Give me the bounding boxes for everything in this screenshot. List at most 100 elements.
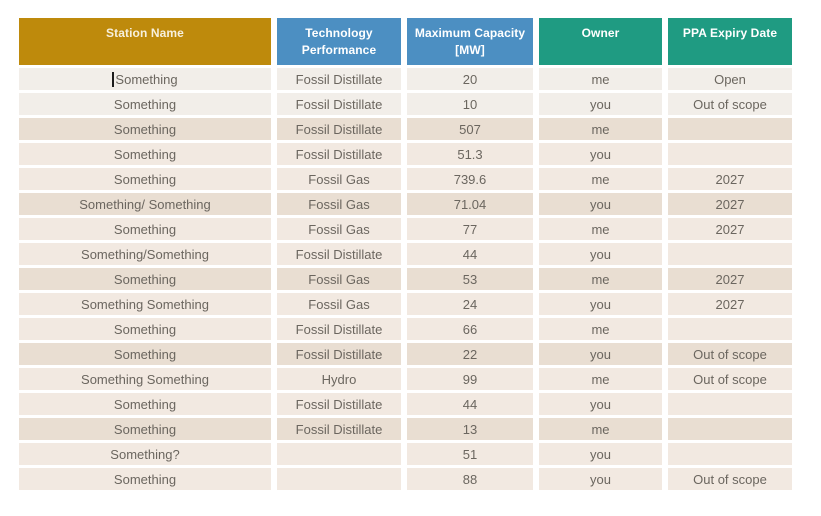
cell-owner[interactable]: you — [539, 293, 662, 315]
cell-text: 99 — [462, 371, 478, 387]
cell-capacity[interactable]: 44 — [407, 243, 533, 265]
cell-capacity[interactable]: 51.3 — [407, 143, 533, 165]
cell-text: Something — [113, 171, 177, 187]
cell-technology[interactable] — [277, 443, 401, 465]
cell-ppa-expiry[interactable] — [668, 318, 792, 340]
cell-station-name[interactable]: Something — [19, 318, 271, 340]
cell-ppa-expiry[interactable]: Out of scope — [668, 343, 792, 365]
cell-station-name[interactable]: Something — [19, 68, 271, 90]
cell-capacity[interactable]: 53 — [407, 268, 533, 290]
cell-station-name[interactable]: Something — [19, 93, 271, 115]
cell-station-name[interactable]: Something — [19, 268, 271, 290]
cell-technology[interactable]: Fossil Distillate — [277, 318, 401, 340]
cell-ppa-expiry[interactable] — [668, 143, 792, 165]
table-row: Something Fossil Distillate 51.3 you — [19, 143, 792, 165]
cell-technology[interactable]: Fossil Distillate — [277, 243, 401, 265]
cell-station-name[interactable]: Something Something — [19, 368, 271, 390]
cell-owner[interactable]: me — [539, 218, 662, 240]
cell-ppa-expiry[interactable] — [668, 443, 792, 465]
cell-ppa-expiry[interactable]: 2027 — [668, 193, 792, 215]
cell-ppa-expiry[interactable]: 2027 — [668, 268, 792, 290]
cell-technology[interactable]: Fossil Distillate — [277, 68, 401, 90]
cell-capacity[interactable]: 66 — [407, 318, 533, 340]
cell-ppa-expiry[interactable]: Out of scope — [668, 468, 792, 490]
column-header-ppa-expiry-date: PPA Expiry Date — [668, 18, 792, 65]
cell-text: 507 — [459, 121, 481, 137]
cell-text: Out of scope — [693, 371, 767, 387]
cell-capacity[interactable]: 10 — [407, 93, 533, 115]
cell-station-name[interactable]: Something — [19, 468, 271, 490]
cell-technology[interactable]: Fossil Distillate — [277, 93, 401, 115]
cell-ppa-expiry[interactable]: 2027 — [668, 218, 792, 240]
cell-ppa-expiry[interactable] — [668, 393, 792, 415]
cell-station-name[interactable]: Something/ Something — [19, 193, 271, 215]
cell-owner[interactable]: you — [539, 443, 662, 465]
cell-ppa-expiry[interactable]: 2027 — [668, 293, 792, 315]
cell-capacity[interactable]: 22 — [407, 343, 533, 365]
cell-ppa-expiry[interactable]: Out of scope — [668, 368, 792, 390]
cell-capacity[interactable]: 507 — [407, 118, 533, 140]
cell-owner[interactable]: you — [539, 343, 662, 365]
cell-owner[interactable]: me — [539, 68, 662, 90]
cell-text: 2027 — [715, 271, 745, 287]
cell-technology[interactable]: Fossil Gas — [277, 218, 401, 240]
cell-capacity[interactable]: 13 — [407, 418, 533, 440]
cell-owner[interactable]: you — [539, 93, 662, 115]
cell-technology[interactable]: Fossil Gas — [277, 193, 401, 215]
cell-station-name[interactable]: Something — [19, 118, 271, 140]
cell-station-name[interactable]: Something — [19, 393, 271, 415]
cell-owner[interactable]: me — [539, 268, 662, 290]
cell-station-name[interactable]: Something — [19, 343, 271, 365]
cell-capacity[interactable]: 44 — [407, 393, 533, 415]
cell-owner[interactable]: me — [539, 368, 662, 390]
cell-text: 24 — [462, 296, 478, 312]
cell-technology[interactable]: Fossil Gas — [277, 168, 401, 190]
cell-owner[interactable]: me — [539, 418, 662, 440]
cell-text: Fossil Distillate — [295, 396, 383, 412]
cell-station-name[interactable]: Something Something — [19, 293, 271, 315]
cell-ppa-expiry[interactable]: 2027 — [668, 168, 792, 190]
cell-technology[interactable]: Fossil Distillate — [277, 393, 401, 415]
cell-ppa-expiry[interactable] — [668, 418, 792, 440]
cell-owner[interactable]: me — [539, 318, 662, 340]
cell-text: Out of scope — [693, 346, 767, 362]
cell-technology[interactable]: Fossil Distillate — [277, 343, 401, 365]
cell-capacity[interactable]: 24 — [407, 293, 533, 315]
cell-owner[interactable]: you — [539, 193, 662, 215]
cell-station-name[interactable]: Something — [19, 218, 271, 240]
cell-technology[interactable]: Hydro — [277, 368, 401, 390]
cell-capacity[interactable]: 20 — [407, 68, 533, 90]
cell-text: you — [590, 146, 611, 162]
cell-owner[interactable]: you — [539, 468, 662, 490]
cell-technology[interactable]: Fossil Gas — [277, 268, 401, 290]
cell-ppa-expiry[interactable]: Open — [668, 68, 792, 90]
cell-owner[interactable]: me — [539, 168, 662, 190]
cell-text: 2027 — [715, 221, 745, 237]
cell-station-name[interactable]: Something — [19, 168, 271, 190]
cell-station-name[interactable]: Something — [19, 418, 271, 440]
cell-text: Something — [113, 121, 177, 137]
cell-ppa-expiry[interactable] — [668, 243, 792, 265]
cell-owner[interactable]: me — [539, 118, 662, 140]
cell-technology[interactable]: Fossil Distillate — [277, 118, 401, 140]
cell-technology[interactable]: Fossil Distillate — [277, 143, 401, 165]
cell-technology[interactable]: Fossil Gas — [277, 293, 401, 315]
cell-capacity[interactable]: 71.04 — [407, 193, 533, 215]
cell-owner[interactable]: you — [539, 243, 662, 265]
cell-capacity[interactable]: 739.6 — [407, 168, 533, 190]
cell-capacity[interactable]: 88 — [407, 468, 533, 490]
cell-text: 51 — [462, 446, 478, 462]
cell-technology[interactable] — [277, 468, 401, 490]
cell-owner[interactable]: you — [539, 393, 662, 415]
cell-technology[interactable]: Fossil Distillate — [277, 418, 401, 440]
cell-capacity[interactable]: 51 — [407, 443, 533, 465]
cell-owner[interactable]: you — [539, 143, 662, 165]
cell-capacity[interactable]: 99 — [407, 368, 533, 390]
cell-capacity[interactable]: 77 — [407, 218, 533, 240]
cell-ppa-expiry[interactable] — [668, 118, 792, 140]
cell-station-name[interactable]: Something/Something — [19, 243, 271, 265]
cell-station-name[interactable]: Something? — [19, 443, 271, 465]
cell-ppa-expiry[interactable]: Out of scope — [668, 93, 792, 115]
cell-station-name[interactable]: Something — [19, 143, 271, 165]
